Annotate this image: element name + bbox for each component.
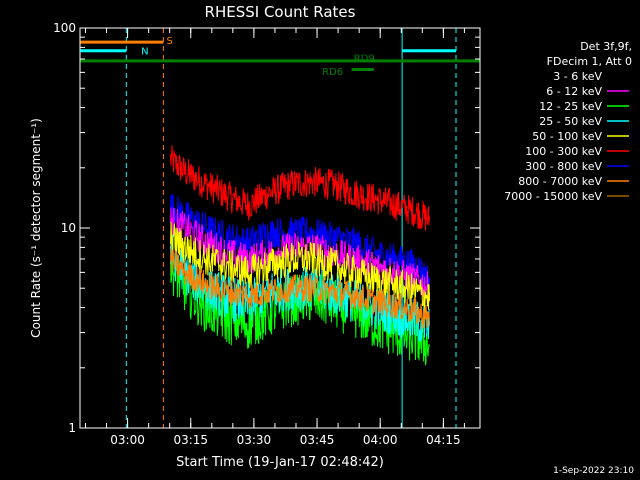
flag-label-1: N — [141, 47, 148, 58]
flag-label-3: RD9 — [354, 54, 375, 65]
series-line-6 — [170, 221, 430, 312]
legend-entry-label-4: 50 - 100 keV — [532, 130, 602, 143]
series-group — [170, 145, 430, 366]
chart-title: RHESSI Count Rates — [205, 3, 356, 21]
x-tick-label-5: 04:15 — [426, 433, 461, 447]
legend-entry-label-3: 25 - 50 keV — [539, 115, 602, 128]
legend: Det 3f,9f, FDecim 1, Att 0 3 - 6 keV 6 - 12… — [504, 40, 632, 203]
series-line-0 — [170, 145, 430, 231]
series-line-2 — [170, 193, 430, 293]
axis-ticks: 1 10 100 03:00 03:15 03:30 03:45 04:00 04:15 — [53, 21, 480, 447]
legend-entry-label-5: 100 - 300 keV — [525, 145, 602, 158]
x-axis-label: Start Time (19-Jan-17 02:48:42) — [176, 455, 384, 470]
x-tick-label-1: 03:15 — [173, 433, 208, 447]
footer-timestamp: 1-Sep-2022 23:10 — [553, 466, 634, 476]
vertical-markers — [125, 28, 457, 428]
legend-entry-label-0: 3 - 6 keV — [553, 70, 602, 83]
x-tick-label-4: 04:00 — [363, 433, 398, 447]
legend-entry-label-1: 6 - 12 keV — [546, 85, 602, 98]
legend-entry-label-6: 300 - 800 keV — [525, 160, 602, 173]
y-axis-label: Count Rate (s⁻¹ detector segment⁻¹) — [29, 118, 43, 338]
y-tick-label-2: 100 — [53, 21, 76, 35]
legend-entry-label-7: 800 - 7000 keV — [518, 175, 602, 188]
legend-entry-label-8: 7000 - 15000 keV — [504, 190, 602, 203]
legend-header-1: FDecim 1, Att 0 — [547, 55, 632, 68]
x-tick-label-3: 03:45 — [300, 433, 335, 447]
flag-bars: S N RD9 RD6 — [80, 36, 480, 78]
series-line-7 — [170, 246, 430, 329]
legend-header-0: Det 3f,9f, — [580, 40, 632, 53]
y-tick-label-1: 10 — [61, 221, 76, 235]
legend-entry-label-2: 12 - 25 keV — [539, 100, 602, 113]
flag-label-0: S — [167, 36, 173, 47]
y-tick-label-0: 1 — [68, 421, 76, 435]
x-tick-label-2: 03:30 — [237, 433, 272, 447]
flag-label-4: RD6 — [322, 67, 343, 78]
x-tick-label-0: 03:00 — [110, 433, 145, 447]
